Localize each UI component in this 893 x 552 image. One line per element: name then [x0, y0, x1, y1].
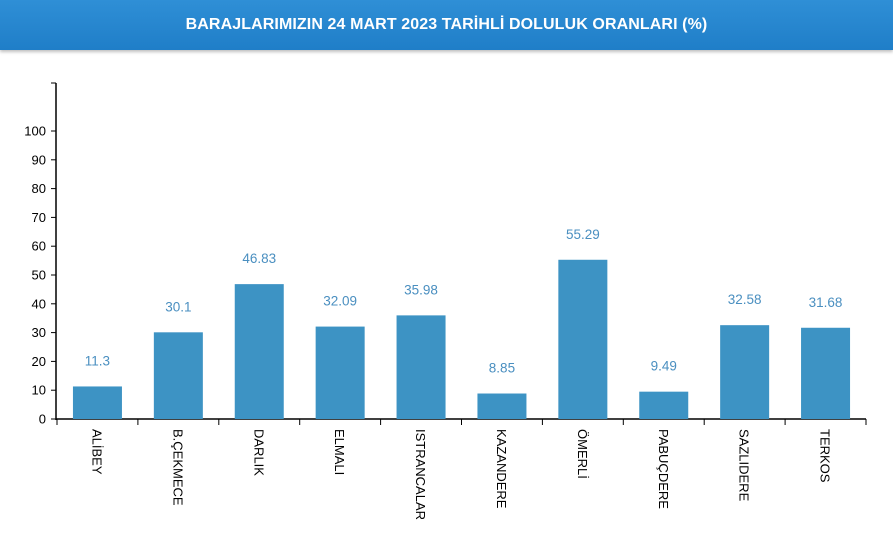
y-tick-label: 100 [24, 124, 46, 139]
y-tick-label: 60 [32, 239, 46, 254]
chart-area: 0 10 20 30 40 50 60 70 80 90 100 11.3 30.1 46.83 32.0… [0, 50, 893, 547]
bar [234, 284, 284, 419]
x-tick-label: KAZANDERE [494, 429, 509, 509]
bar-value-label: 11.3 [85, 353, 110, 368]
bar [801, 327, 851, 419]
chart-title: BARAJLARIMIZIN 24 MART 2023 TARİHLİ DOLU… [185, 16, 708, 33]
value-labels-group: 11.3 30.1 46.83 32.09 35.98 8.85 55.29 9.49 32.5… [85, 227, 843, 376]
bar [720, 325, 770, 419]
y-tick-label: 10 [32, 383, 46, 398]
y-tick-label: 90 [32, 152, 46, 167]
x-tick-label: TERKOS [818, 429, 833, 483]
bar-value-label: 55.29 [566, 227, 600, 242]
x-tick-label: B.ÇEKMECE [170, 429, 185, 506]
x-tick-label: ÖMERLİ [575, 429, 590, 479]
x-tick-label: ELMALI [332, 429, 347, 475]
x-tick-labels-group: ALİBEY B.ÇEKMECE DARLIK ELMALI ISTRANCALAR KA… [89, 429, 832, 520]
bar [153, 332, 203, 419]
bar-value-label: 32.09 [323, 294, 357, 309]
x-tick-label: ISTRANCALAR [413, 429, 428, 520]
x-tick-label: SAZLIDERE [737, 429, 752, 502]
bar [558, 259, 608, 419]
y-tick-label: 20 [32, 354, 46, 369]
bar-value-label: 32.58 [728, 292, 762, 307]
bar-value-label: 46.83 [242, 251, 276, 266]
bar-chart: 0 10 20 30 40 50 60 70 80 90 100 11.3 30.1 46.83 32.0… [24, 82, 867, 520]
x-tick-label: DARLIK [251, 429, 266, 476]
bar [396, 315, 446, 419]
bar [72, 386, 122, 419]
bar-value-label: 9.49 [651, 359, 677, 374]
bar-value-label: 31.68 [809, 295, 843, 310]
y-tick-label: 0 [39, 412, 46, 427]
x-tick-label: PABUÇDERE [656, 429, 671, 509]
y-tick-label: 80 [32, 181, 46, 196]
y-tick-label: 30 [32, 325, 46, 340]
x-tick-label: ALİBEY [89, 429, 104, 475]
bar [639, 391, 689, 419]
bars-group [72, 259, 851, 419]
y-tick-label: 70 [32, 210, 46, 225]
bar-value-label: 35.98 [404, 282, 438, 297]
bar-value-label: 8.85 [489, 361, 515, 376]
y-tick-label: 40 [32, 296, 46, 311]
y-tick-label: 50 [32, 268, 46, 283]
bar-value-label: 30.1 [165, 299, 191, 314]
chart-header: BARAJLARIMIZIN 24 MART 2023 TARİHLİ DOLU… [0, 0, 893, 50]
bar [315, 326, 365, 419]
bar [477, 393, 527, 419]
